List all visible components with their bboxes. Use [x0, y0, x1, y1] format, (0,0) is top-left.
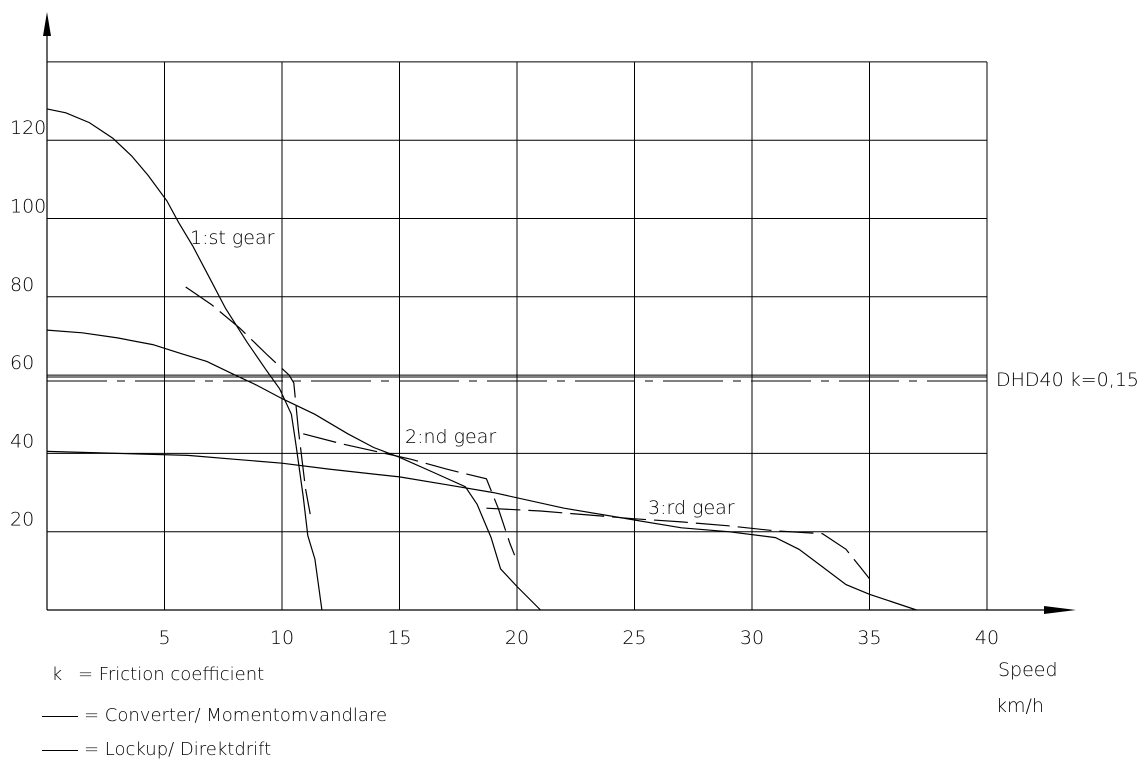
- legend-friction: k = Friction coefficient: [42, 666, 264, 684]
- converter-curve-1: [46, 108, 323, 611]
- x-axis-unit: km/h: [996, 695, 1044, 717]
- grid-lines: [47, 61, 988, 610]
- x-axis-label: Speed: [998, 659, 1058, 681]
- x-tick-label: 40: [975, 627, 999, 649]
- y-tick-label: 100: [10, 196, 46, 218]
- axes: [43, 12, 1076, 614]
- reference-line: [47, 376, 987, 382]
- y-tick-label: 20: [10, 509, 34, 531]
- x-tick-label: 25: [622, 627, 646, 649]
- reference-line-label: DHD40 k=0,15: [996, 369, 1137, 391]
- y-tick-label: 40: [10, 430, 34, 452]
- gear-annotation: 3:rd gear: [648, 497, 735, 519]
- legend-converter-text: = Converter/ Momentomvandlare: [84, 705, 388, 726]
- converter-curve-3: [46, 329, 541, 611]
- lockup-curve-6: [486, 507, 870, 580]
- legend-lockup-swatch: [42, 749, 78, 751]
- labels-group: 5 10 15 20 25 30 35 40 20 40 60 80 100 120 Speed km/h DH…: [10, 117, 1137, 717]
- y-axis-arrow-icon: [43, 12, 51, 36]
- converter-curve-5: [46, 450, 917, 611]
- y-tick-label: 80: [10, 274, 34, 296]
- series-group: [46, 108, 917, 611]
- legend-lockup: = Lockup/ Direktdrift: [42, 741, 271, 759]
- legend-converter: = Converter/ Momentomvandlare: [42, 707, 387, 725]
- lockup-curve-4: [303, 433, 516, 556]
- x-tick-label: 20: [505, 627, 529, 649]
- x-axis-arrow-icon: [1044, 606, 1076, 614]
- x-tick-label: 10: [270, 627, 294, 649]
- legend-k-symbol: k: [51, 664, 63, 685]
- gear-annotation: 2:nd gear: [405, 426, 496, 448]
- y-tick-label: 60: [10, 352, 34, 374]
- legend-converter-swatch: [42, 715, 78, 717]
- legend-k-text: = Friction coefficient: [78, 664, 265, 685]
- gear-annotation: 1:st gear: [190, 227, 275, 249]
- x-tick-label: 30: [740, 627, 764, 649]
- lockup-curve-2: [185, 286, 311, 515]
- x-tick-label: 15: [387, 627, 411, 649]
- y-tick-label: 120: [10, 117, 46, 139]
- x-tick-label: 35: [857, 627, 881, 649]
- legend-lockup-text: = Lockup/ Direktdrift: [84, 739, 272, 760]
- x-tick-label: 5: [158, 627, 170, 649]
